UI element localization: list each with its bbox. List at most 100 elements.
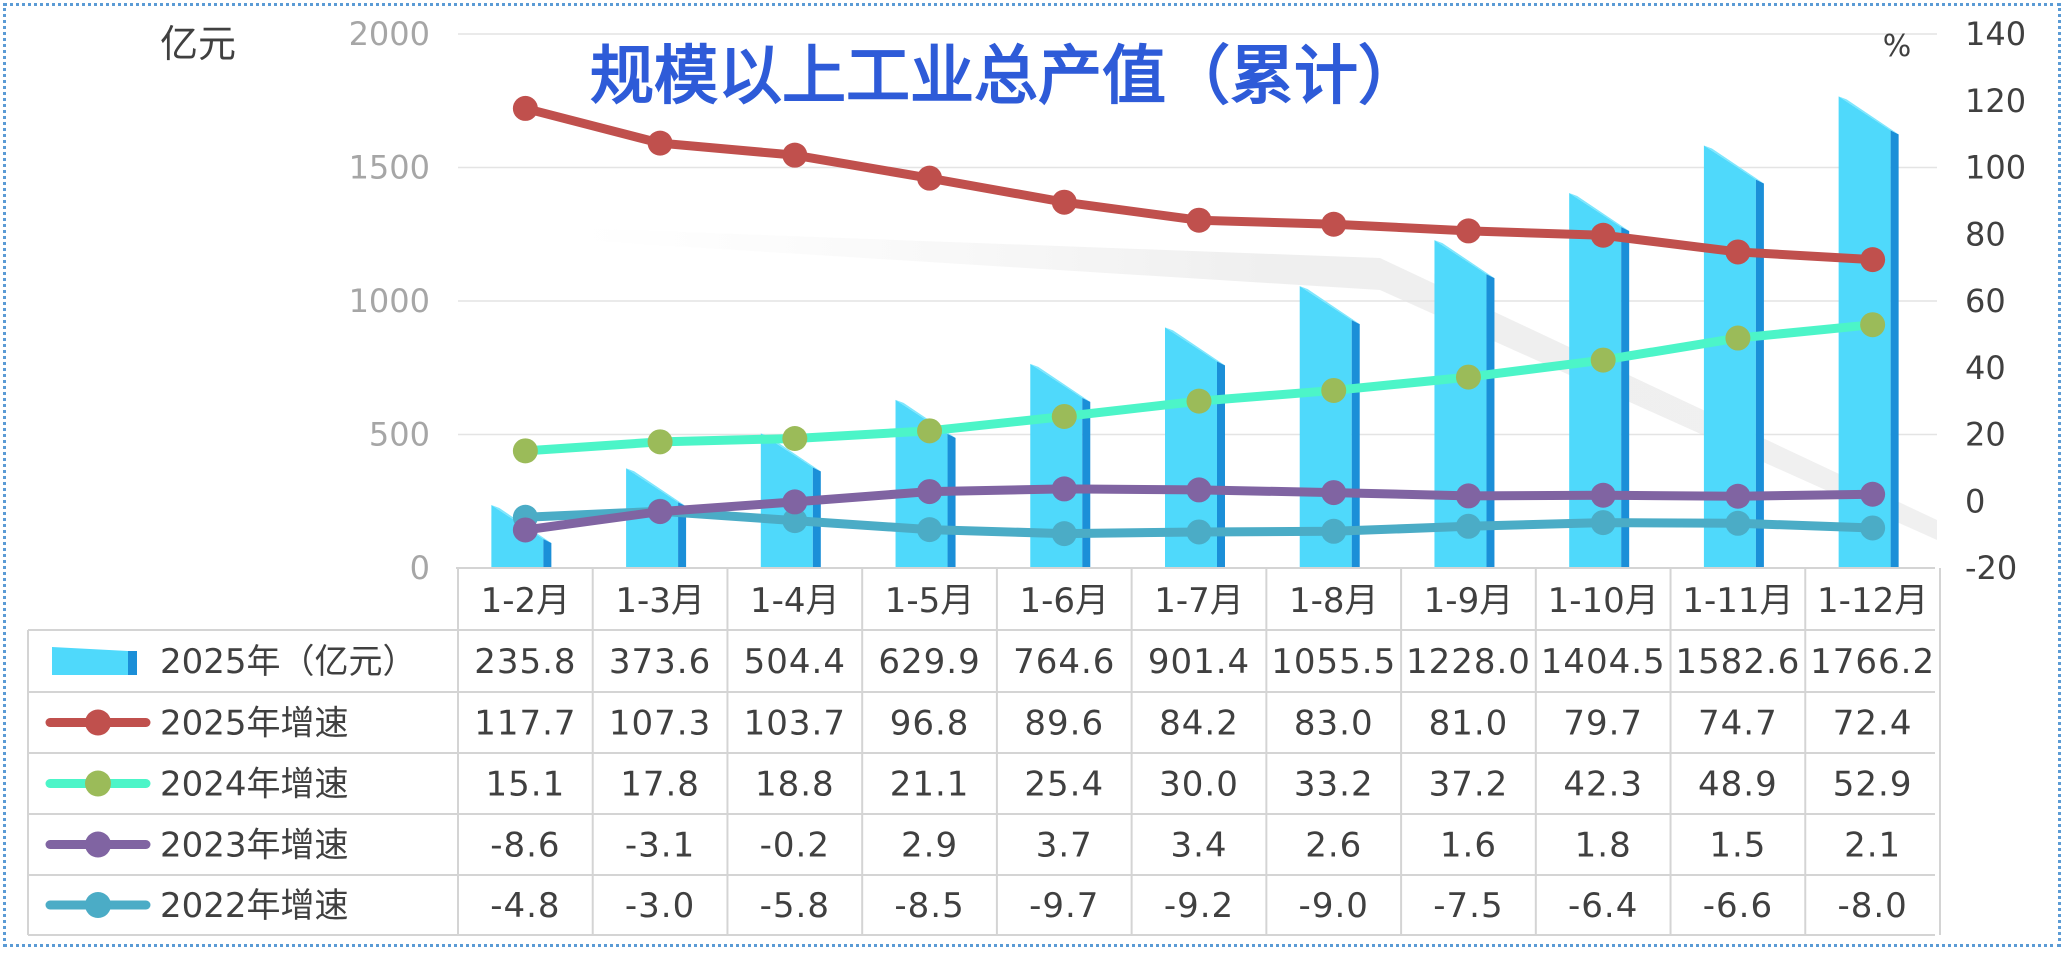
data-point (1051, 521, 1077, 547)
bar-side (1890, 130, 1899, 568)
data-point (1455, 218, 1481, 244)
x-tick-label: 1-11月 (1682, 581, 1793, 621)
legend-key (45, 892, 151, 918)
data-label: -9.2 (1164, 886, 1234, 926)
bar-side (1082, 397, 1091, 568)
legend-key (52, 647, 137, 675)
data-label: 42.3 (1563, 765, 1643, 805)
data-label: 25.4 (1024, 765, 1104, 805)
right-axis-tick-label: 0 (1965, 482, 1985, 520)
data-point (782, 508, 808, 534)
series-name: 2023年增速 (160, 826, 349, 866)
data-point (1051, 403, 1077, 429)
x-tick-label: 1-6月 (1019, 581, 1109, 621)
data-label: -7.5 (1433, 886, 1503, 926)
data-label: 2.1 (1844, 826, 1901, 866)
data-label: 79.7 (1563, 704, 1643, 744)
data-label: 18.8 (755, 765, 835, 805)
data-point (782, 426, 808, 452)
data-point (1321, 518, 1347, 544)
data-label: -5.8 (760, 886, 830, 926)
data-label: 72.4 (1833, 704, 1913, 744)
legend-key (45, 831, 151, 858)
data-label: -6.6 (1703, 886, 1773, 926)
data-label: 96.8 (890, 704, 970, 744)
data-label: 1582.6 (1675, 642, 1800, 682)
data-label: 81.0 (1429, 704, 1509, 744)
left-axis-unit: 亿元 (160, 22, 236, 66)
bar-top (1434, 240, 1495, 279)
data-point (782, 142, 808, 168)
legend-key (45, 709, 151, 736)
data-label: -9.0 (1299, 886, 1369, 926)
data-label: 2.6 (1305, 826, 1362, 866)
series-name: 2022年增速 (160, 886, 349, 926)
series-name: 2024年增速 (160, 765, 349, 805)
right-axis-tick-label: 80 (1965, 215, 2006, 253)
data-point (1186, 519, 1212, 545)
chart-title: 规模以上工业总产值（累计） (590, 40, 1422, 114)
x-tick-label: 1-2月 (481, 581, 571, 621)
data-label: 235.8 (474, 642, 576, 682)
data-point (917, 418, 943, 444)
legend-marker (85, 831, 111, 858)
data-label: 107.3 (609, 704, 711, 744)
data-point (1590, 347, 1616, 373)
data-point (512, 517, 538, 543)
data-point (1321, 377, 1347, 403)
data-point (1860, 247, 1886, 273)
data-label: 1.8 (1575, 826, 1632, 866)
bar-top (1703, 145, 1764, 184)
left-axis-tick-label: 1000 (349, 282, 430, 320)
bar-top (626, 468, 687, 507)
legend-marker (85, 892, 111, 918)
data-label: 1055.5 (1271, 642, 1396, 682)
data-point (1860, 515, 1886, 541)
line-series (512, 476, 1886, 543)
data-label: -4.8 (490, 886, 560, 926)
x-tick-label: 1-8月 (1289, 581, 1379, 621)
data-label: 1.6 (1440, 826, 1497, 866)
data-label: 373.6 (609, 642, 711, 682)
data-label: 52.9 (1833, 765, 1913, 805)
data-label: 1.5 (1709, 826, 1766, 866)
data-point (1725, 510, 1751, 536)
right-axis-tick-label: 140 (1965, 15, 2026, 53)
bar-top (1838, 96, 1899, 135)
data-label: 629.9 (878, 642, 980, 682)
data-point (917, 479, 943, 505)
data-label: 3.4 (1170, 826, 1227, 866)
x-tick-label: 1-9月 (1424, 581, 1514, 621)
data-label: 48.9 (1698, 765, 1778, 805)
data-label: 84.2 (1159, 704, 1239, 744)
x-tick-label: 1-4月 (750, 581, 840, 621)
data-point (647, 499, 673, 525)
bar (1569, 192, 1630, 568)
bar-side (543, 539, 552, 568)
bar-face (1569, 192, 1622, 568)
legend-bar-side (128, 651, 137, 675)
bar-side (1755, 179, 1764, 568)
data-point (917, 517, 943, 543)
legend-marker (85, 770, 111, 797)
x-tick-label: 1-5月 (885, 581, 975, 621)
x-tick-label: 1-7月 (1154, 581, 1244, 621)
legend-key (45, 770, 151, 797)
bar-side (1351, 320, 1360, 568)
data-label: 1228.0 (1406, 642, 1531, 682)
bar-top (1569, 192, 1630, 231)
left-axis: 0 500 1000 1500 2000 (349, 15, 430, 587)
data-label: 21.1 (890, 765, 970, 805)
right-axis: -20 0 20 40 60 80 100 120 140 (1965, 15, 2026, 587)
right-axis-tick-label: 40 (1965, 349, 2006, 387)
chart-frame (3, 3, 2061, 947)
bar-side (947, 433, 956, 568)
data-label: 83.0 (1294, 704, 1374, 744)
data-label: 1766.2 (1810, 642, 1935, 682)
data-label: 1404.5 (1541, 642, 1666, 682)
bar-side (1217, 361, 1225, 568)
data-point (1455, 364, 1481, 390)
data-point (1725, 239, 1751, 265)
data-label: -0.2 (760, 826, 830, 866)
data-point (1725, 325, 1751, 351)
